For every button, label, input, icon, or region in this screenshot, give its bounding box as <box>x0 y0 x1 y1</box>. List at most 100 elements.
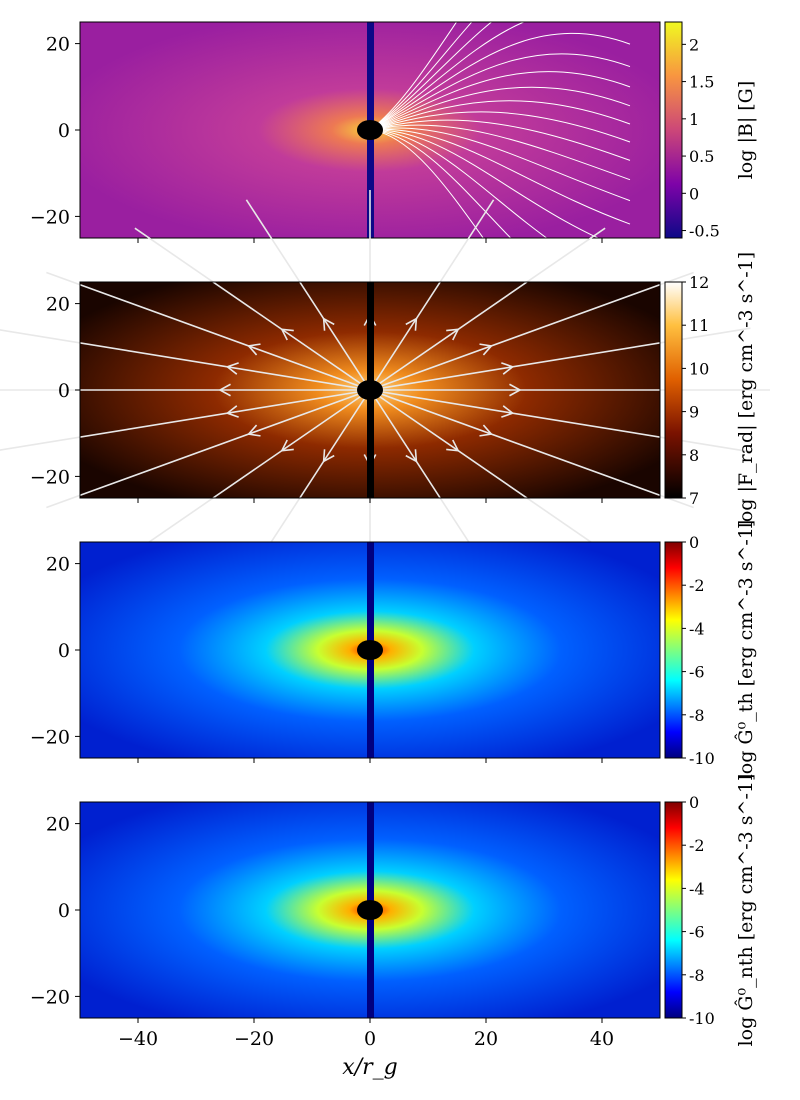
field-line <box>369 0 524 131</box>
stream-arrow <box>479 343 493 356</box>
colorbar-tick-label: 0 <box>689 184 699 203</box>
streamline <box>134 227 371 391</box>
stream-arrow <box>225 362 239 375</box>
stream-arrow <box>280 439 294 452</box>
colorbar-tick-label: 1.5 <box>689 73 714 92</box>
stream-arrow <box>218 383 231 397</box>
colorbar-label: log |B| [G] <box>735 81 757 180</box>
panel-2: −20 0 20 7 8 9 10 11 12 log |F_rad| [erg cm^-3 s^… <box>0 190 770 590</box>
colorbar-tick-label: -2 <box>689 576 705 595</box>
streamline <box>46 271 371 391</box>
colorbar-tick-label: 0.5 <box>689 147 714 166</box>
colorbar-tick-label: -8 <box>689 966 705 985</box>
streamline <box>0 389 371 451</box>
streamline <box>369 327 751 391</box>
field-line <box>369 127 631 202</box>
field-line <box>369 0 493 131</box>
black-hole <box>357 120 383 140</box>
stream-arrow <box>280 328 294 341</box>
colorbar-tick-label: 11 <box>689 316 709 335</box>
field-line <box>369 0 473 131</box>
y-tick-label: 0 <box>58 380 70 402</box>
field-line <box>369 129 631 252</box>
colorbar-tick-label: 10 <box>689 359 709 378</box>
y-tick-label: −20 <box>30 986 70 1008</box>
stream-arrow <box>247 343 261 356</box>
colorbar-tick-label: -2 <box>689 836 705 855</box>
stream-arrow <box>479 424 493 437</box>
field-lines <box>369 0 631 387</box>
colorbar-tick-label: -6 <box>689 663 705 682</box>
streamline <box>369 271 694 391</box>
black-hole <box>357 900 383 920</box>
x-tick-label: 0 <box>364 1028 376 1050</box>
field-line <box>369 33 631 131</box>
y-tick-label: −20 <box>30 206 70 228</box>
stream-arrow <box>501 362 515 375</box>
x-tick-label: −40 <box>118 1028 158 1050</box>
stream-arrow <box>446 439 460 452</box>
field-line <box>369 129 631 285</box>
stream-arrow <box>247 424 261 437</box>
colorbar-tick-label: 7 <box>689 489 699 508</box>
streamline <box>369 389 694 509</box>
streamline <box>46 389 371 509</box>
colorbar-label: log Ĝ⁰_nth [erg cm^-3 s^-1] <box>734 774 757 1047</box>
colorbar-tick-label: 1 <box>689 110 699 129</box>
field-line <box>369 100 631 131</box>
y-tick-label: 20 <box>46 34 70 56</box>
colorbar-tick-label: -10 <box>689 749 715 768</box>
field-line <box>369 71 631 131</box>
black-hole <box>357 640 383 660</box>
field-line <box>369 124 631 181</box>
streamline <box>0 329 371 391</box>
field-line <box>369 111 631 143</box>
stream-arrow <box>446 328 460 341</box>
stream-arrow <box>225 405 239 418</box>
colorbar-tick-label: 0 <box>689 793 699 812</box>
panel-3: −20 0 20 -10 -8 -6 -4 -2 0 log Ĝ⁰_th [erg cm^-3 s… <box>30 520 757 781</box>
streamline <box>134 389 371 553</box>
field-line <box>369 128 631 225</box>
y-tick-label: −20 <box>30 726 70 748</box>
y-tick-label: −20 <box>30 466 70 488</box>
stream-arrow <box>322 317 335 331</box>
y-tick-label: 20 <box>46 814 70 836</box>
y-tick-label: 0 <box>58 640 70 662</box>
x-tick-label: 20 <box>474 1028 498 1050</box>
stream-arrow <box>501 405 515 418</box>
stream-arrow <box>322 449 335 463</box>
y-tick-label: 20 <box>46 294 70 316</box>
colorbar-tick-label: 0 <box>689 533 699 552</box>
colorbar-label: log |F_rad| [erg cm^-3 s^-1] <box>735 252 757 528</box>
field-line <box>369 53 631 131</box>
x-tick-label: 40 <box>590 1028 614 1050</box>
streamline <box>369 227 606 391</box>
colorbar <box>664 281 683 499</box>
streamline <box>369 389 751 453</box>
panel-4: −20 0 20 −40 −20 0 20 40 -10 -8 -6 -4 -2 0 log Ĝ⁰_nth … <box>30 774 757 1050</box>
colorbar-tick-label: -10 <box>689 1009 715 1028</box>
stream-arrow <box>405 317 418 331</box>
x-axis-label: x/r_g <box>342 1055 397 1080</box>
field-line <box>369 8 631 131</box>
y-tick-label: 20 <box>46 554 70 576</box>
colorbar-tick-label: -4 <box>689 879 705 898</box>
colorbar-tick-label: -0.5 <box>689 222 720 241</box>
black-hole <box>357 380 383 400</box>
y-tick-label: 0 <box>58 900 70 922</box>
colorbar-label: log Ĝ⁰_th [erg cm^-3 s^-1] <box>734 520 757 781</box>
colorbar-tick-label: 8 <box>689 446 699 465</box>
field-line <box>369 119 631 161</box>
y-tick-label: 0 <box>58 120 70 142</box>
colorbar <box>664 801 683 1019</box>
field-line <box>369 86 631 131</box>
colorbar-tick-label: 9 <box>689 403 699 422</box>
x-tick-label: −20 <box>234 1028 274 1050</box>
stream-arrow <box>405 449 418 463</box>
streamline <box>369 389 606 553</box>
stream-arrow <box>509 383 522 397</box>
streamline <box>245 199 371 391</box>
flux-streamlines <box>0 190 770 590</box>
